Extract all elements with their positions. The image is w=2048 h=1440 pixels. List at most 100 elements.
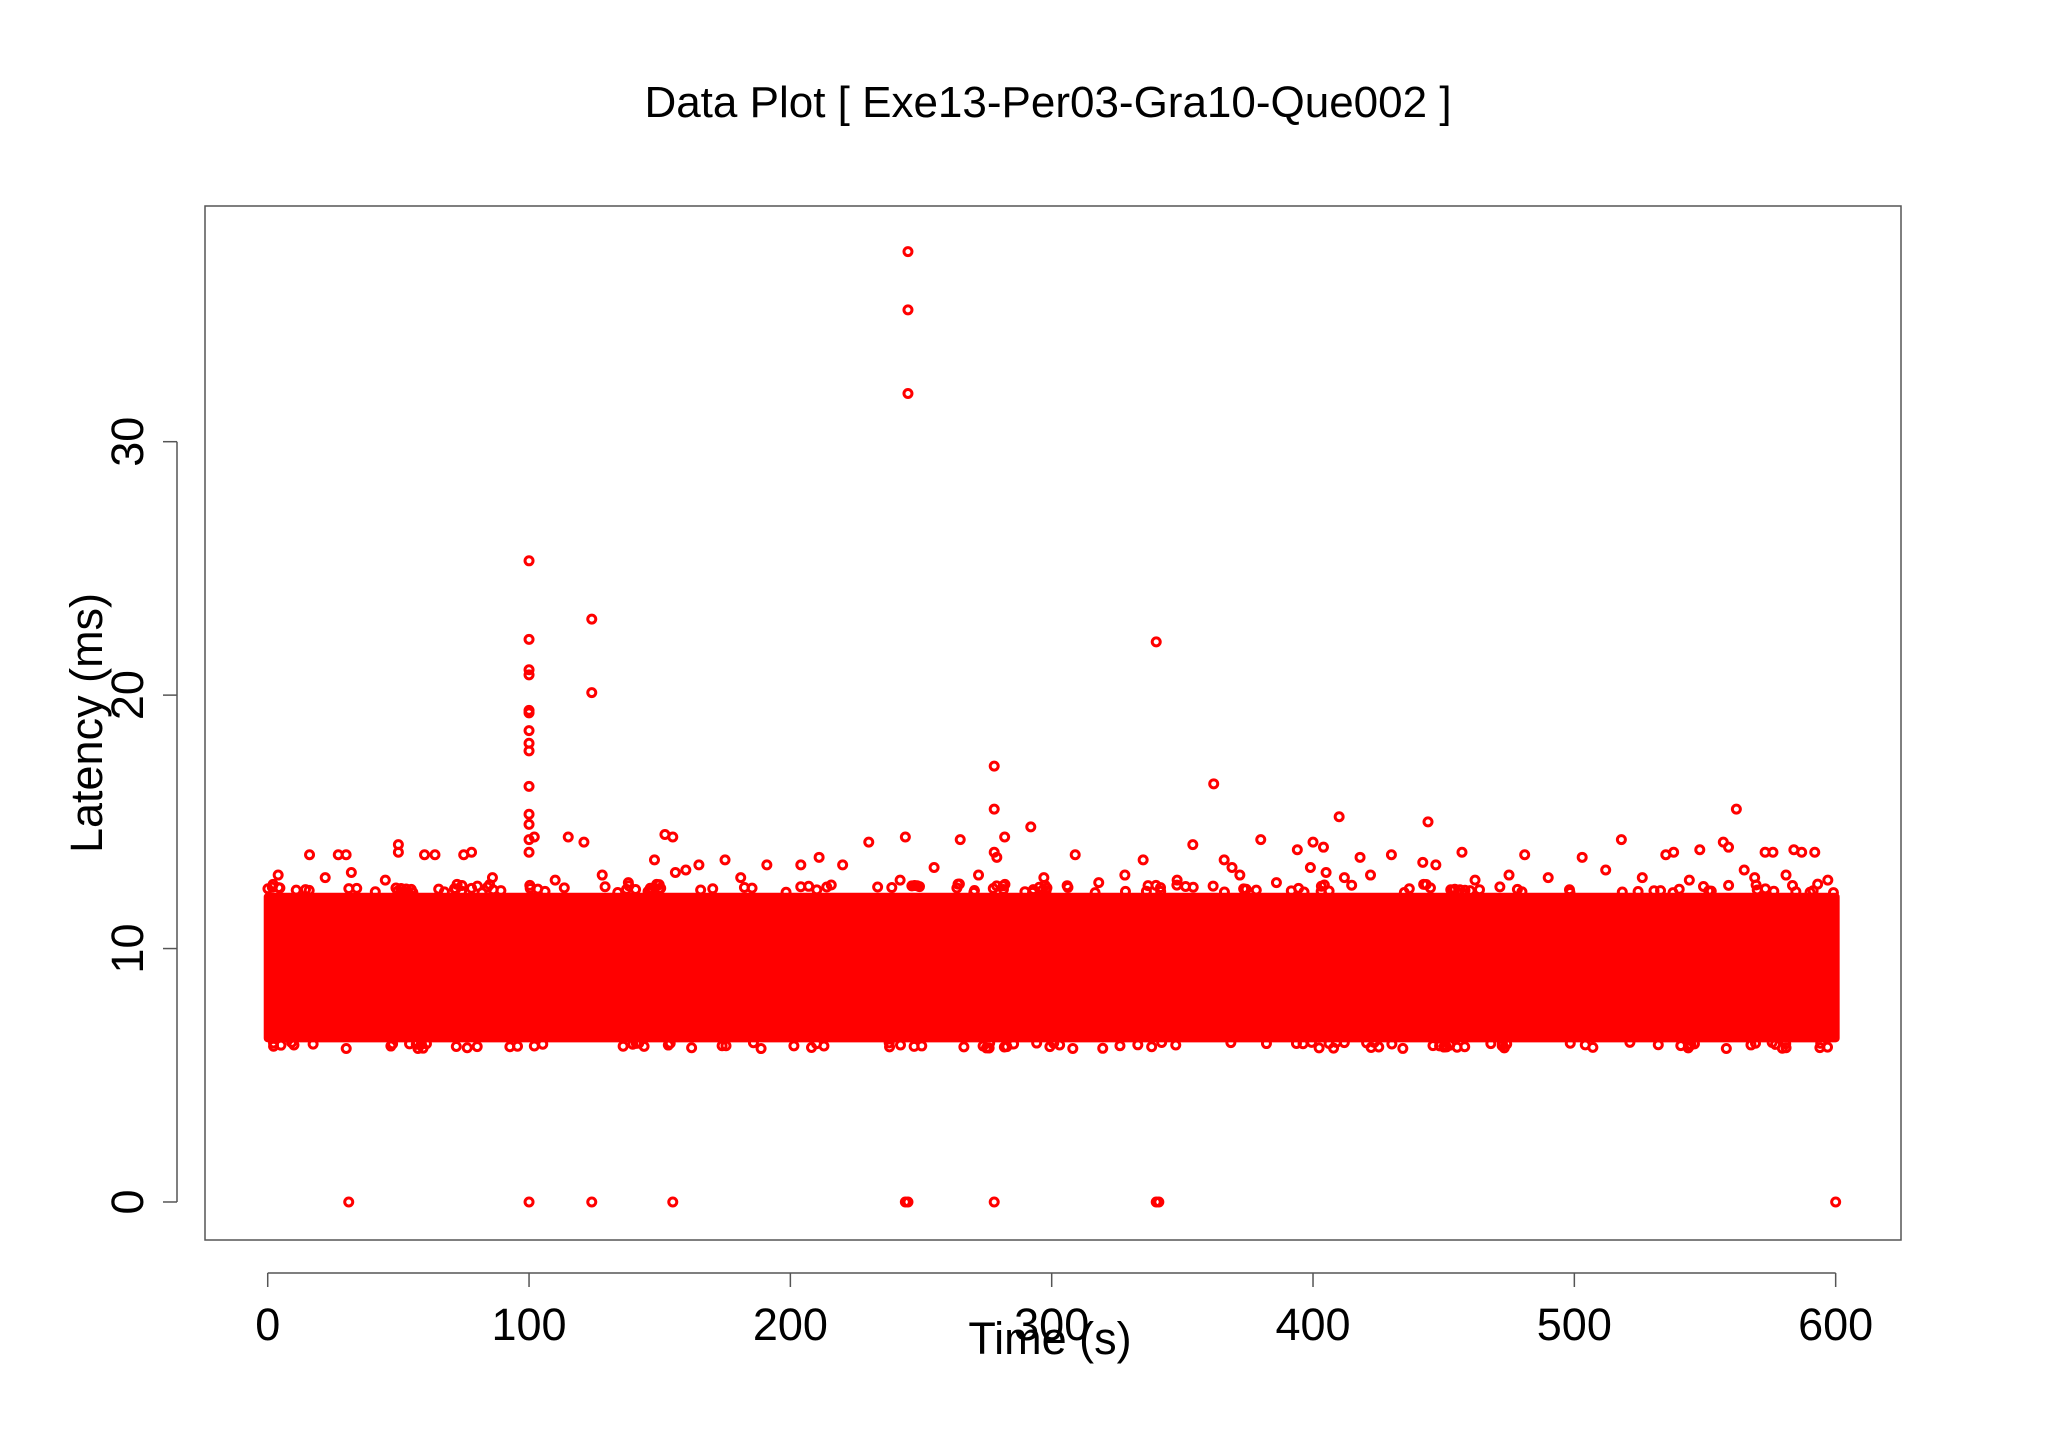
data-point xyxy=(562,831,574,843)
data-point xyxy=(1290,1038,1302,1050)
data-point xyxy=(1790,886,1802,898)
data-point xyxy=(686,1042,698,1054)
data-point xyxy=(1298,886,1310,898)
data-point xyxy=(997,883,1009,895)
data-point xyxy=(988,1196,1000,1208)
data-point xyxy=(528,831,540,843)
data-point xyxy=(1655,885,1667,897)
data-point xyxy=(523,664,535,676)
data-point xyxy=(1459,1041,1471,1053)
data-point xyxy=(307,1038,319,1050)
data-point xyxy=(466,846,478,858)
data-point xyxy=(1320,867,1332,879)
x-tick-label: 600 xyxy=(1798,1299,1873,1350)
data-point xyxy=(343,1196,355,1208)
data-point xyxy=(1398,887,1410,899)
data-point xyxy=(1624,1036,1636,1048)
data-point xyxy=(429,849,441,861)
data-point xyxy=(911,880,923,892)
data-point xyxy=(1768,885,1780,897)
data-point xyxy=(523,725,535,737)
data-point xyxy=(1218,886,1230,898)
data-point xyxy=(968,884,980,896)
plot-frame xyxy=(204,205,1902,1241)
data-point xyxy=(1093,877,1105,889)
data-point xyxy=(1008,1038,1020,1050)
data-point xyxy=(456,885,468,897)
data-point xyxy=(272,869,284,881)
data-point xyxy=(1260,1038,1272,1050)
data-point xyxy=(1822,1041,1834,1053)
data-point xyxy=(719,854,731,866)
data-point xyxy=(1027,886,1039,898)
data-point xyxy=(1304,861,1316,873)
data-point xyxy=(1048,1037,1060,1049)
data-point xyxy=(667,831,679,843)
data-point xyxy=(1119,869,1131,881)
data-point xyxy=(1328,1042,1340,1054)
data-point xyxy=(1218,854,1230,866)
data-point xyxy=(1171,879,1183,891)
data-point xyxy=(1097,1042,1109,1054)
data-point xyxy=(1516,886,1528,898)
data-point xyxy=(999,878,1011,890)
data-point xyxy=(1675,1040,1687,1052)
data-point xyxy=(532,883,544,895)
data-point xyxy=(419,849,431,861)
data-point xyxy=(813,851,825,863)
data-point xyxy=(1796,846,1808,858)
data-point xyxy=(1069,849,1081,861)
data-point xyxy=(1616,886,1628,898)
data-point xyxy=(1150,636,1162,648)
data-point xyxy=(1170,1039,1182,1051)
data-point xyxy=(450,1041,462,1053)
data-point xyxy=(558,882,570,894)
x-tick-label: 400 xyxy=(1275,1299,1350,1350)
data-point xyxy=(586,687,598,699)
data-point xyxy=(1652,1039,1664,1051)
data-point xyxy=(811,884,823,896)
data-point xyxy=(340,1042,352,1054)
data-point xyxy=(1346,879,1358,891)
data-point xyxy=(872,881,884,893)
x-tick-label: 100 xyxy=(491,1299,566,1350)
data-point xyxy=(523,808,535,820)
data-point xyxy=(1333,811,1345,823)
data-point xyxy=(780,886,792,898)
data-point xyxy=(1054,1039,1066,1051)
data-point xyxy=(821,881,833,893)
data-point xyxy=(1386,1038,1398,1050)
data-point xyxy=(998,1041,1010,1053)
data-point xyxy=(578,836,590,848)
data-point xyxy=(707,883,719,895)
data-point xyxy=(653,883,665,895)
data-point xyxy=(466,882,478,894)
data-point xyxy=(1780,1038,1792,1050)
data-point xyxy=(1720,1042,1732,1054)
data-point xyxy=(1114,1040,1126,1052)
data-point xyxy=(788,1040,800,1052)
data-point xyxy=(630,883,642,895)
data-point xyxy=(1067,1042,1079,1054)
data-point xyxy=(486,872,498,884)
dense-point-band xyxy=(262,878,1840,1055)
data-point xyxy=(894,1039,906,1051)
data-point xyxy=(1385,849,1397,861)
data-point xyxy=(586,613,598,625)
data-point xyxy=(1089,887,1101,899)
data-point xyxy=(1132,1039,1144,1051)
y-tick-label: 0 xyxy=(102,1189,153,1214)
data-point xyxy=(1615,834,1627,846)
data-point xyxy=(537,1038,549,1050)
data-point xyxy=(1564,1037,1576,1049)
data-point xyxy=(528,1040,540,1052)
data-point xyxy=(523,846,535,858)
data-point xyxy=(1317,841,1329,853)
data-point xyxy=(1306,1036,1318,1048)
data-point xyxy=(512,1040,524,1052)
data-point xyxy=(1830,1196,1842,1208)
y-axis: 0 10 20 30 xyxy=(102,417,178,1215)
data-point xyxy=(1576,851,1588,863)
data-point xyxy=(1780,869,1792,881)
data-point xyxy=(1208,778,1220,790)
